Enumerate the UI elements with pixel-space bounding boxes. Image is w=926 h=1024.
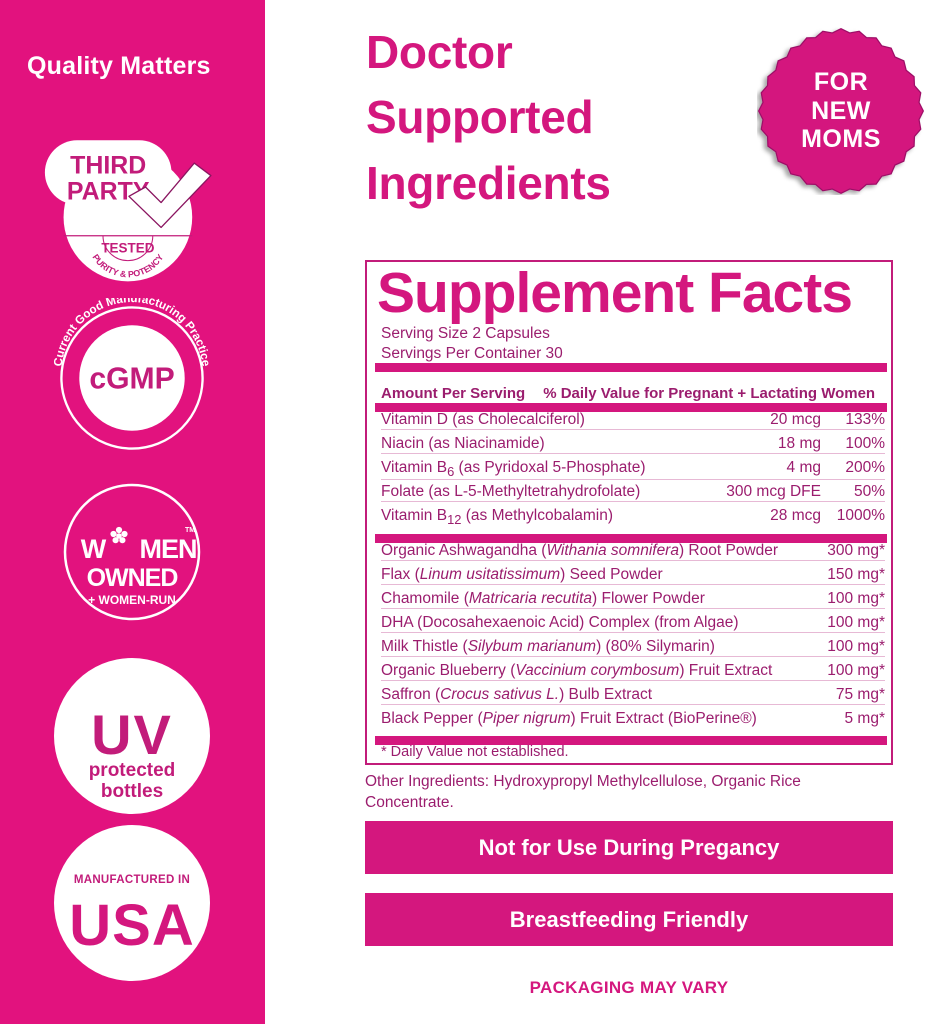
svg-text:OWNED: OWNED [87,564,178,592]
svg-text:THIRD: THIRD [70,152,146,180]
svg-text:protected: protected [89,760,176,781]
svg-text:+ WOMEN-RUN: + WOMEN-RUN [88,593,176,607]
svg-text:MEN: MEN [140,534,197,564]
svg-text:USA: USA [69,893,194,958]
svg-text:cGMP: cGMP [89,362,174,395]
svg-text:UV: UV [91,703,173,766]
svg-text:bottles: bottles [101,781,163,802]
svg-text:TM: TM [185,527,195,534]
svg-text:MANUFACTURED IN: MANUFACTURED IN [74,874,190,886]
svg-text:W: W [81,534,107,564]
